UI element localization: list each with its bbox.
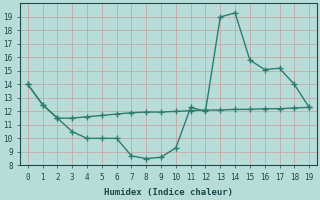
X-axis label: Humidex (Indice chaleur): Humidex (Indice chaleur) <box>104 188 233 197</box>
